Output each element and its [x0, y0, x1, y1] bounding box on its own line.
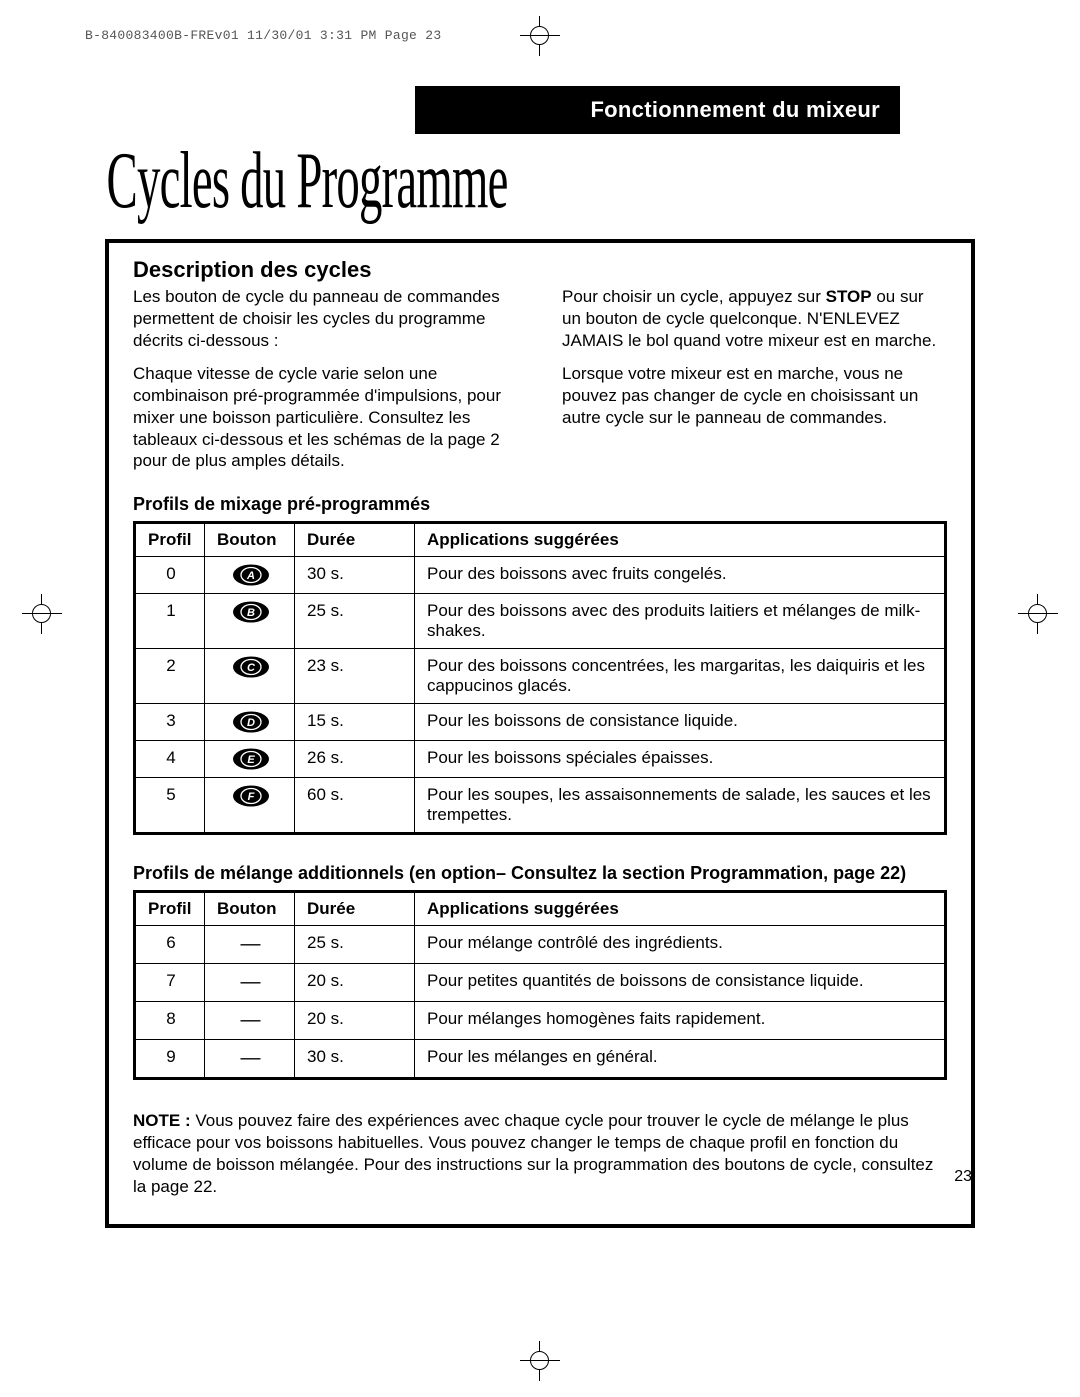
cell-app: Pour les boissons de consistance liquide…: [415, 704, 946, 741]
cell-duree: 26 s.: [295, 741, 415, 778]
page-title: Cycles du Programme: [105, 134, 784, 227]
print-header: B-840083400B-FREv01 11/30/01 3:31 PM Pag…: [85, 28, 441, 43]
cell-bouton: C: [205, 649, 295, 704]
profiles-table-1: Profil Bouton Durée Applications suggéré…: [133, 521, 947, 835]
th-applications: Applications suggérées: [415, 523, 946, 557]
button-b-icon: B: [232, 601, 270, 623]
cell-app: Pour des boissons concentrées, les marga…: [415, 649, 946, 704]
cell-bouton: —: [205, 926, 295, 964]
svg-text:B: B: [247, 607, 255, 619]
cell-duree: 20 s.: [295, 964, 415, 1002]
button-e-icon: E: [232, 748, 270, 770]
cell-profil: 9: [135, 1040, 205, 1079]
cell-profil: 5: [135, 778, 205, 834]
table-row: 1 B 25 s.Pour des boissons avec des produi…: [135, 594, 946, 649]
table-row: 6—25 s.Pour mélange contrôlé des ingrédi…: [135, 926, 946, 964]
section-bar: Fonctionnement du mixeur: [415, 86, 900, 134]
table-row: 2 C 23 s.Pour des boissons concentrées, le…: [135, 649, 946, 704]
cell-profil: 4: [135, 741, 205, 778]
page-content: Fonctionnement du mixeur Cycles du Progr…: [105, 86, 975, 1228]
profiles-table-2: Profil Bouton Durée Applications suggéré…: [133, 890, 947, 1080]
th-profil: Profil: [135, 892, 205, 926]
cell-app: Pour des boissons avec des produits lait…: [415, 594, 946, 649]
right-p1-a: Pour choisir un cycle, appuyez sur: [562, 287, 826, 306]
cell-bouton: B: [205, 594, 295, 649]
left-paragraph-1: Les bouton de cycle du panneau de comman…: [133, 286, 518, 351]
table-row: 4 E 26 s.Pour les boissons spéciales épais…: [135, 741, 946, 778]
button-c-icon: C: [232, 656, 270, 678]
button-d-icon: D: [232, 711, 270, 733]
note-label: NOTE :: [133, 1111, 191, 1130]
svg-text:A: A: [246, 570, 255, 582]
cell-bouton: —: [205, 1002, 295, 1040]
table2-heading: Profils de mélange additionnels (en opti…: [133, 863, 947, 884]
svg-text:D: D: [247, 717, 255, 729]
cell-duree: 30 s.: [295, 1040, 415, 1079]
cell-bouton: —: [205, 1040, 295, 1079]
crop-mark-bottom: [526, 1347, 554, 1375]
table-row: 8—20 s.Pour mélanges homogènes faits rap…: [135, 1002, 946, 1040]
cell-duree: 25 s.: [295, 926, 415, 964]
cell-app: Pour mélange contrôlé des ingrédients.: [415, 926, 946, 964]
cell-app: Pour les mélanges en général.: [415, 1040, 946, 1079]
th-duree: Durée: [295, 523, 415, 557]
table-row: 5 F 60 s.Pour les soupes, les assaisonneme…: [135, 778, 946, 834]
th-duree: Durée: [295, 892, 415, 926]
cell-app: Pour les boissons spéciales épaisses.: [415, 741, 946, 778]
th-applications: Applications suggérées: [415, 892, 946, 926]
cell-app: Pour mélanges homogènes faits rapidement…: [415, 1002, 946, 1040]
right-paragraph-1: Pour choisir un cycle, appuyez sur STOP …: [562, 286, 947, 351]
th-bouton: Bouton: [205, 892, 295, 926]
cell-app: Pour les soupes, les assaisonnements de …: [415, 778, 946, 834]
cell-duree: 60 s.: [295, 778, 415, 834]
cell-bouton: E: [205, 741, 295, 778]
table-row: 9—30 s.Pour les mélanges en général.: [135, 1040, 946, 1079]
column-right: Pour choisir un cycle, appuyez sur STOP …: [562, 286, 947, 484]
note-paragraph: NOTE : Vous pouvez faire des expériences…: [133, 1110, 947, 1198]
cell-profil: 0: [135, 557, 205, 594]
cell-bouton: A: [205, 557, 295, 594]
description-heading: Description des cycles: [133, 257, 947, 283]
page-number: 23: [954, 1168, 972, 1186]
note-text: Vous pouvez faire des expériences avec c…: [133, 1111, 933, 1196]
table-header-row: Profil Bouton Durée Applications suggéré…: [135, 892, 946, 926]
button-a-icon: A: [232, 564, 270, 586]
th-bouton: Bouton: [205, 523, 295, 557]
left-paragraph-2: Chaque vitesse de cycle varie selon une …: [133, 363, 518, 472]
column-left: Les bouton de cycle du panneau de comman…: [133, 286, 518, 484]
cell-duree: 15 s.: [295, 704, 415, 741]
cell-duree: 30 s.: [295, 557, 415, 594]
cell-duree: 23 s.: [295, 649, 415, 704]
cell-duree: 20 s.: [295, 1002, 415, 1040]
cell-bouton: D: [205, 704, 295, 741]
button-f-icon: F: [232, 785, 270, 807]
cell-bouton: —: [205, 964, 295, 1002]
table-row: 0 A 30 s.Pour des boissons avec fruits con…: [135, 557, 946, 594]
table-row: 7—20 s.Pour petites quantités de boisson…: [135, 964, 946, 1002]
cell-profil: 7: [135, 964, 205, 1002]
cell-duree: 25 s.: [295, 594, 415, 649]
content-frame: Description des cycles Les bouton de cyc…: [105, 239, 975, 1228]
svg-text:F: F: [247, 791, 254, 803]
cell-profil: 3: [135, 704, 205, 741]
svg-text:C: C: [247, 662, 256, 674]
crop-mark-top: [526, 22, 554, 50]
cell-profil: 1: [135, 594, 205, 649]
description-columns: Les bouton de cycle du panneau de comman…: [133, 286, 947, 484]
table-row: 3 D 15 s.Pour les boissons de consistance …: [135, 704, 946, 741]
crop-mark-left: [28, 600, 56, 628]
svg-text:E: E: [247, 754, 255, 766]
stop-word: STOP: [826, 287, 872, 306]
cell-app: Pour des boissons avec fruits congelés.: [415, 557, 946, 594]
cell-app: Pour petites quantités de boissons de co…: [415, 964, 946, 1002]
table-header-row: Profil Bouton Durée Applications suggéré…: [135, 523, 946, 557]
cell-profil: 2: [135, 649, 205, 704]
cell-profil: 6: [135, 926, 205, 964]
th-profil: Profil: [135, 523, 205, 557]
table1-heading: Profils de mixage pré-programmés: [133, 494, 947, 515]
cell-profil: 8: [135, 1002, 205, 1040]
crop-mark-right: [1024, 600, 1052, 628]
right-paragraph-2: Lorsque votre mixeur est en marche, vous…: [562, 363, 947, 428]
cell-bouton: F: [205, 778, 295, 834]
